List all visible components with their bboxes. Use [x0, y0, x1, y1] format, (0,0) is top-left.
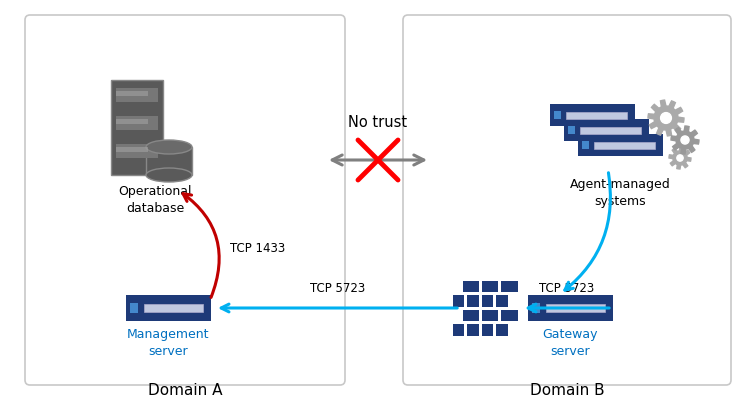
Circle shape	[677, 155, 683, 161]
Circle shape	[681, 136, 689, 144]
FancyArrowPatch shape	[183, 193, 219, 297]
FancyBboxPatch shape	[116, 144, 158, 158]
FancyBboxPatch shape	[116, 116, 158, 130]
FancyBboxPatch shape	[403, 15, 731, 385]
FancyBboxPatch shape	[531, 303, 540, 313]
Text: TCP 5723: TCP 5723	[539, 282, 595, 295]
FancyBboxPatch shape	[501, 310, 518, 321]
FancyBboxPatch shape	[497, 324, 508, 335]
FancyBboxPatch shape	[146, 147, 192, 175]
FancyBboxPatch shape	[568, 126, 575, 134]
FancyBboxPatch shape	[546, 304, 605, 312]
FancyBboxPatch shape	[482, 310, 498, 321]
Text: Management
server: Management server	[127, 328, 209, 358]
Circle shape	[661, 113, 671, 124]
Text: TCP 5723: TCP 5723	[311, 282, 366, 295]
FancyBboxPatch shape	[482, 324, 494, 335]
FancyBboxPatch shape	[453, 324, 464, 335]
Polygon shape	[669, 147, 691, 169]
FancyBboxPatch shape	[467, 295, 479, 307]
FancyBboxPatch shape	[25, 15, 345, 385]
FancyBboxPatch shape	[111, 80, 163, 175]
FancyBboxPatch shape	[116, 119, 148, 124]
FancyArrowPatch shape	[565, 173, 610, 290]
FancyBboxPatch shape	[129, 303, 138, 313]
FancyBboxPatch shape	[553, 111, 560, 119]
Text: Operational
database: Operational database	[118, 185, 192, 215]
Text: Domain A: Domain A	[147, 383, 222, 398]
FancyBboxPatch shape	[580, 126, 640, 134]
FancyBboxPatch shape	[497, 295, 508, 307]
Ellipse shape	[146, 168, 192, 182]
FancyBboxPatch shape	[463, 310, 479, 321]
FancyBboxPatch shape	[578, 134, 662, 156]
Text: Gateway
server: Gateway server	[542, 328, 598, 358]
FancyBboxPatch shape	[581, 141, 588, 149]
FancyBboxPatch shape	[550, 104, 634, 126]
FancyBboxPatch shape	[116, 147, 148, 152]
FancyBboxPatch shape	[125, 295, 210, 321]
FancyBboxPatch shape	[501, 280, 518, 292]
FancyBboxPatch shape	[593, 141, 655, 149]
FancyBboxPatch shape	[453, 295, 464, 307]
Text: TCP 1433: TCP 1433	[230, 242, 285, 255]
Text: Domain B: Domain B	[530, 383, 604, 398]
FancyBboxPatch shape	[116, 91, 148, 96]
Text: No trust: No trust	[349, 115, 407, 130]
FancyBboxPatch shape	[565, 111, 627, 119]
FancyBboxPatch shape	[482, 280, 498, 292]
Ellipse shape	[146, 140, 192, 154]
FancyBboxPatch shape	[463, 280, 479, 292]
FancyBboxPatch shape	[116, 88, 158, 102]
FancyBboxPatch shape	[563, 119, 649, 141]
FancyBboxPatch shape	[482, 295, 494, 307]
FancyBboxPatch shape	[144, 304, 203, 312]
Text: Agent-managed
systems: Agent-managed systems	[569, 178, 671, 208]
FancyBboxPatch shape	[467, 324, 479, 335]
Polygon shape	[648, 100, 684, 136]
Polygon shape	[671, 126, 699, 154]
FancyBboxPatch shape	[528, 295, 612, 321]
